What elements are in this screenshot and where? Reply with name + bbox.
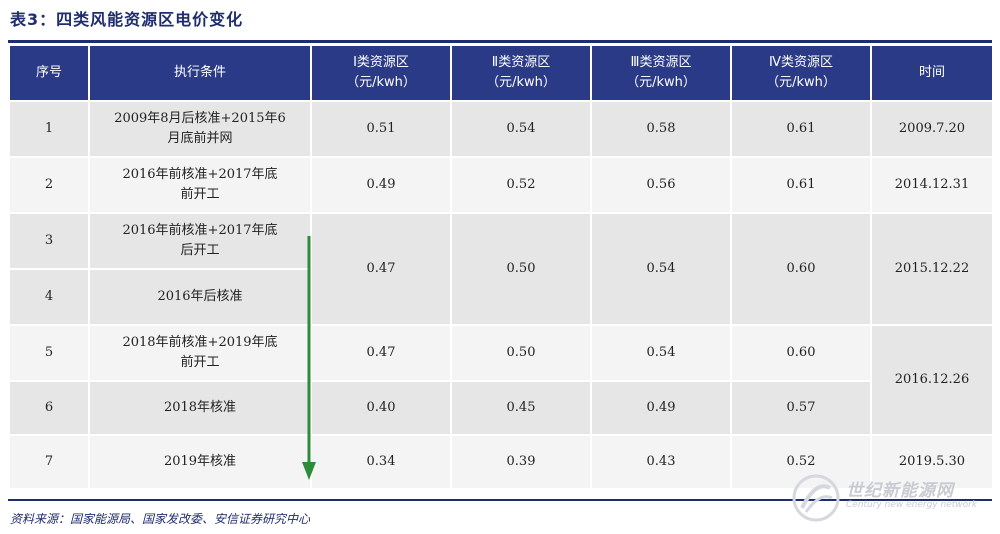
tariff-table: 序号 执行条件 Ⅰ类资源区 （元/kwh） Ⅱ类资源区 （元/kwh） Ⅲ类资源区（… (8, 44, 994, 490)
table-row: 7 2019年核准 0.34 0.39 0.43 0.52 2019.5.30 (10, 436, 992, 488)
row-zone-1: 0.47 (312, 214, 450, 324)
row-time: 2009.7.20 (872, 102, 992, 156)
row-zone-1: 0.47 (312, 326, 450, 380)
row-time: 2015.12.22 (872, 214, 992, 324)
row-time: 2019.5.30 (872, 436, 992, 488)
row-condition: 2016年前核准+2017年底 后开工 (90, 214, 310, 268)
top-rule (8, 40, 992, 43)
table-row: 3 2016年前核准+2017年底 后开工 0.47 0.50 0.54 0.60… (10, 214, 992, 324)
row-condition: 2019年核准 (90, 436, 310, 488)
source-note: 资料来源：国家能源局、国家发改委、安信证券研究中心 (10, 512, 311, 526)
table-row: 1 2009年8月后核准+2015年6 月底前并网 0.51 0.54 0.58 … (10, 102, 992, 156)
row-zone-3: 0.49 (592, 382, 730, 434)
table-header-row: 序号 执行条件 Ⅰ类资源区 （元/kwh） Ⅱ类资源区 （元/kwh） Ⅲ类资源区（… (10, 46, 992, 100)
row-zone-3: 0.54 (592, 326, 730, 380)
watermark-logo: 世纪新能源网 Century new energy network (790, 470, 1000, 530)
row-index: 2 (10, 158, 88, 212)
row-zone-1: 0.34 (312, 436, 450, 488)
table-title: 表3：四类风能资源区电价变化 (10, 10, 244, 29)
row-index: 6 (10, 382, 88, 434)
row-zone-1: 0.49 (312, 158, 450, 212)
header-zone-3: Ⅲ类资源区 （元/kwh） (592, 46, 730, 100)
row-zone-2: 0.50 (452, 214, 590, 324)
table-row: 4 2016年后核准 (10, 270, 992, 324)
row-index: 7 (10, 436, 88, 488)
bottom-rule (8, 499, 992, 501)
row-condition: 2016年前核准+2017年底 前开工 (90, 158, 310, 212)
row-condition: 2009年8月后核准+2015年6 月底前并网 (90, 102, 310, 156)
row-time: 2014.12.31 (872, 158, 992, 212)
row-zone-3: 0.56 (592, 158, 730, 212)
watermark-emblem-icon (792, 474, 840, 522)
row-zone-4: 0.61 (732, 158, 870, 212)
row-zone-1: 0.51 (312, 102, 450, 156)
row-zone-2: 0.39 (452, 436, 590, 488)
watermark-name: 世纪新能源网 (846, 481, 954, 501)
row-condition: 2016年后核准 (90, 270, 310, 324)
row-condition: 2018年前核准+2019年底 前开工 (90, 326, 310, 380)
header-zone-2: Ⅱ类资源区 （元/kwh） (452, 46, 590, 100)
watermark-subtitle: Century new energy network (846, 500, 978, 510)
row-zone-4: 0.57 (732, 382, 870, 434)
row-zone-4: 0.52 (732, 436, 870, 488)
header-condition: 执行条件 (90, 46, 310, 100)
row-index: 3 (10, 214, 88, 268)
header-zone-4: Ⅳ类资源区 （元/kwh） (732, 46, 870, 100)
row-zone-3: 0.54 (592, 214, 730, 324)
header-zone-1: Ⅰ类资源区 （元/kwh） (312, 46, 450, 100)
row-index: 1 (10, 102, 88, 156)
row-time: 2016.12.26 (872, 326, 992, 434)
row-condition: 2018年核准 (90, 382, 310, 434)
row-zone-1: 0.40 (312, 382, 450, 434)
header-index: 序号 (10, 46, 88, 100)
row-zone-4: 0.61 (732, 102, 870, 156)
table-row: 2 2016年前核准+2017年底 前开工 0.49 0.52 0.56 0.61… (10, 158, 992, 212)
table-row: 6 2018年核准 0.40 0.45 0.49 0.57 (10, 382, 992, 434)
row-zone-3: 0.43 (592, 436, 730, 488)
down-arrow-icon (302, 236, 316, 480)
row-zone-2: 0.54 (452, 102, 590, 156)
table-row: 5 2018年前核准+2019年底 前开工 0.47 0.50 0.54 0.60… (10, 326, 992, 434)
row-zone-4: 0.60 (732, 326, 870, 380)
row-zone-2: 0.50 (452, 326, 590, 380)
row-zone-2: 0.52 (452, 158, 590, 212)
row-index: 4 (10, 270, 88, 324)
header-time: 时间 (872, 46, 992, 100)
row-index: 5 (10, 326, 88, 380)
row-zone-3: 0.58 (592, 102, 730, 156)
row-zone-2: 0.45 (452, 382, 590, 434)
row-zone-4: 0.60 (732, 214, 870, 324)
